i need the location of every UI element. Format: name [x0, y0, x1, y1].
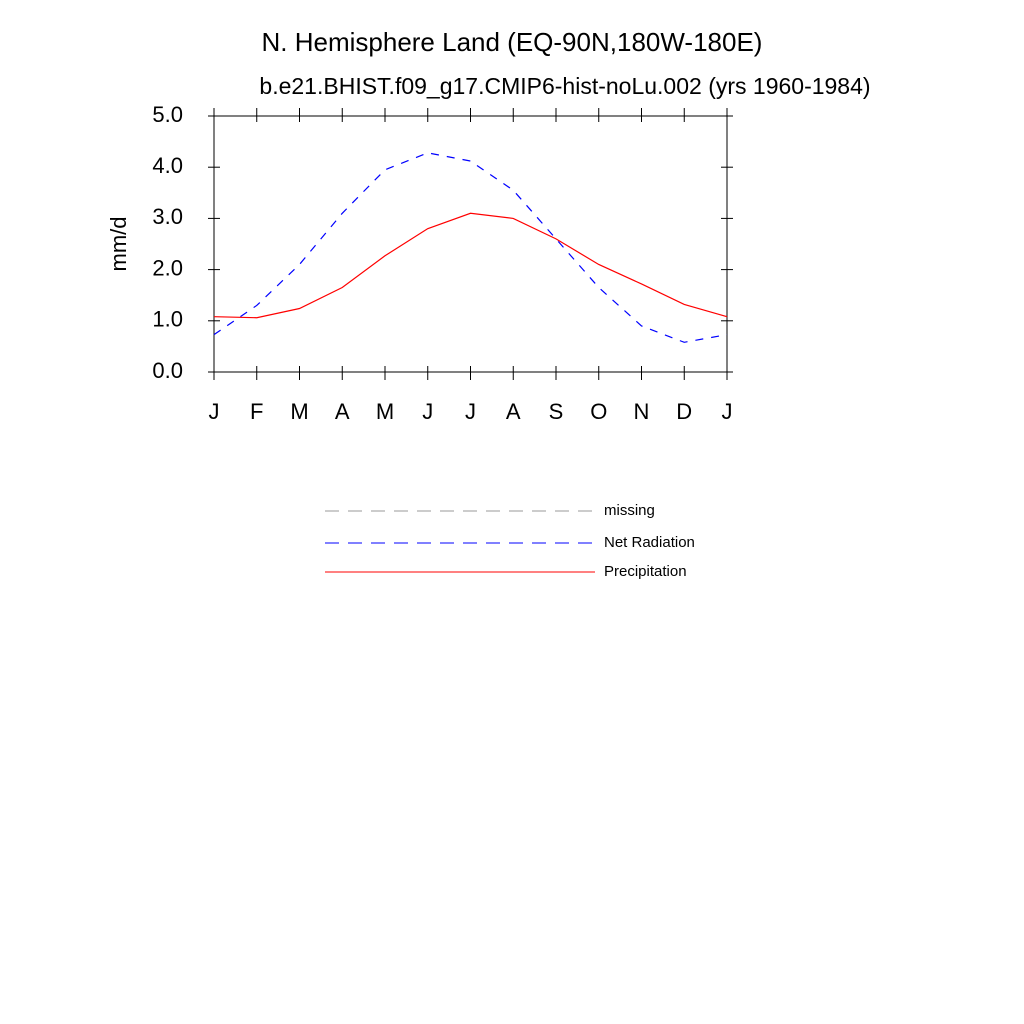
- legend-label: missing: [604, 502, 655, 519]
- x-tick-label: M: [376, 399, 394, 424]
- series-line: [213, 212, 728, 319]
- x-tick-label: J: [422, 399, 433, 424]
- x-tick-label: A: [335, 399, 350, 424]
- y-tick-label: 2.0: [152, 255, 183, 280]
- x-tick-label: N: [634, 399, 650, 424]
- x-tick-label: J: [722, 399, 733, 424]
- chart-title: N. Hemisphere Land (EQ-90N,180W-180E): [262, 27, 763, 57]
- series-line: [213, 152, 728, 343]
- x-tick-label: S: [549, 399, 564, 424]
- x-tick-label: F: [250, 399, 263, 424]
- y-tick-label: 1.0: [152, 307, 183, 332]
- x-tick-label: J: [209, 399, 220, 424]
- y-axis-label: mm/d: [106, 217, 131, 272]
- y-tick-label: 5.0: [152, 102, 183, 127]
- y-tick-label: 4.0: [152, 153, 183, 178]
- x-tick-label: A: [506, 399, 521, 424]
- legend-label: Precipitation: [604, 563, 687, 580]
- x-tick-label: J: [465, 399, 476, 424]
- x-tick-label: O: [590, 399, 607, 424]
- y-tick-label: 0.0: [152, 358, 183, 383]
- y-tick-label: 3.0: [152, 204, 183, 229]
- x-tick-label: D: [676, 399, 692, 424]
- chart-subtitle: b.e21.BHIST.f09_g17.CMIP6-hist-noLu.002 …: [259, 73, 870, 99]
- plot-frame: [213, 115, 728, 373]
- legend-label: Net Radiation: [604, 534, 695, 551]
- x-tick-label: M: [290, 399, 308, 424]
